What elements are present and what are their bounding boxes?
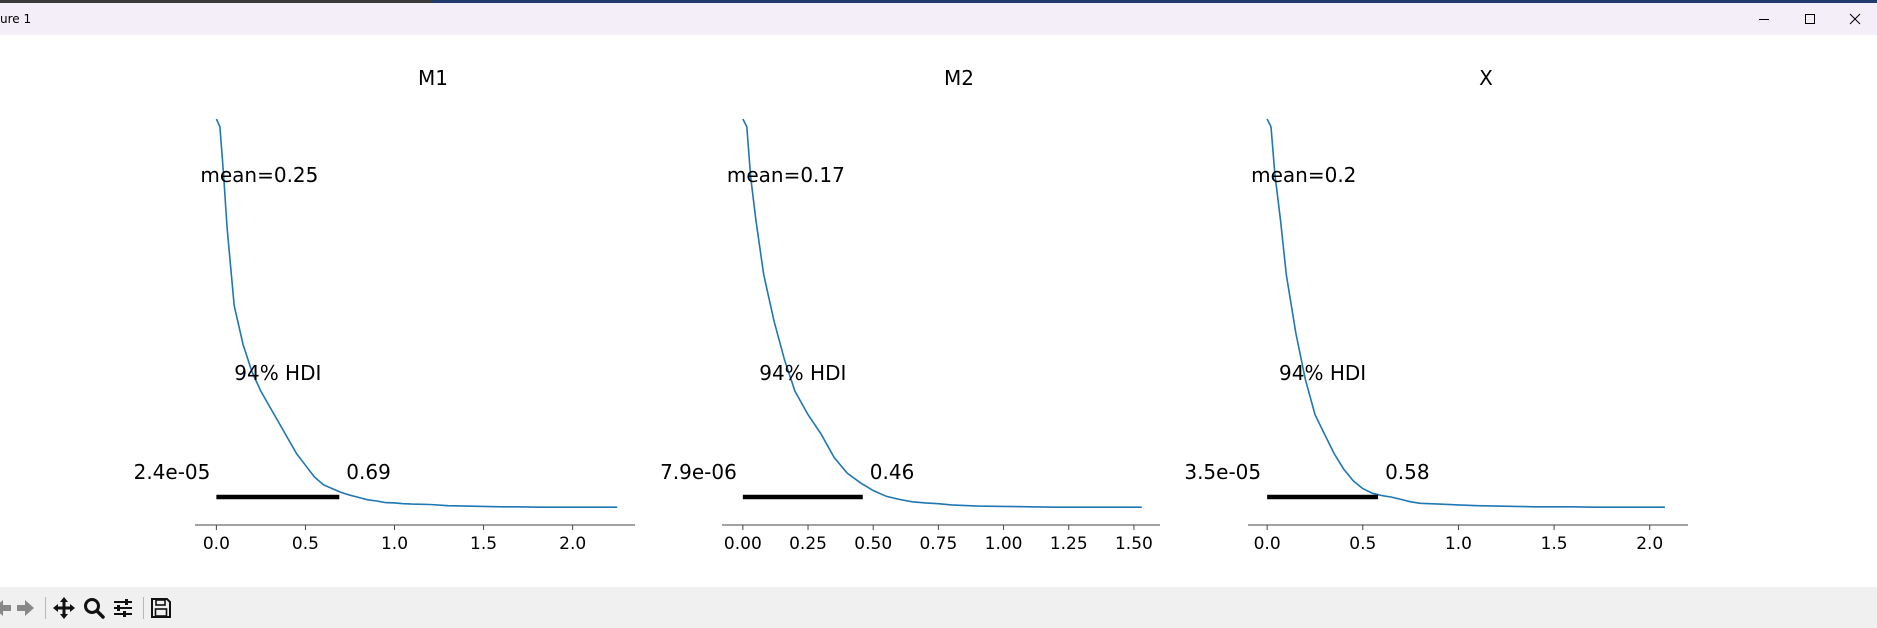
magnifier-icon: [84, 598, 105, 619]
hdi-high-label: 0.69: [346, 460, 391, 484]
x-tick-label: 0.50: [854, 534, 892, 554]
x-tick-label: 1.0: [1445, 534, 1472, 554]
x-tick-label: 0.75: [919, 534, 957, 554]
figure-canvas: M1 0.0 0.5 1.0 1.5 2.0 2.4e-05 0.69 94% HDI mean=…: [0, 35, 1877, 587]
density-line: [742, 118, 1142, 508]
subplot-m2: M2 0.00 0.25 0.50 0.75 1.00 1.25 1.50 7.9e-06 0.4…: [660, 66, 1160, 554]
maximize-button[interactable]: [1787, 3, 1833, 35]
hdi-label: 94% HDI: [759, 361, 846, 385]
x-tick-label: 1.0: [381, 534, 408, 554]
navigation-toolbar: [0, 587, 1877, 628]
subplot-m1: M1 0.0 0.5 1.0 1.5 2.0 2.4e-05 0.69 94% HDI mean=…: [134, 66, 635, 554]
x-tick-label: 1.25: [1050, 534, 1088, 554]
arrow-right-icon: [17, 600, 34, 616]
sliders-icon: [114, 599, 132, 617]
configure-button[interactable]: [109, 594, 137, 622]
subplot-title: M2: [944, 66, 974, 90]
hdi-high-label: 0.58: [1385, 460, 1430, 484]
floppy-disk-icon: [151, 598, 171, 618]
subplot-title: M1: [418, 66, 448, 90]
x-tick-label: 0.00: [724, 534, 762, 554]
x-tick-label: 0.0: [1254, 534, 1281, 554]
x-tick-label: 1.5: [1541, 534, 1568, 554]
back-button[interactable]: [0, 594, 16, 622]
close-button[interactable]: [1832, 3, 1877, 35]
x-tick-label: 1.50: [1115, 534, 1153, 554]
move-icon: [53, 597, 75, 619]
title-bar: ure 1: [0, 3, 1877, 35]
density-line: [1266, 118, 1665, 508]
hdi-low-label: 7.9e-06: [660, 460, 737, 484]
close-icon: [1849, 13, 1861, 25]
x-tick-label: 1.00: [985, 534, 1023, 554]
hdi-label: 94% HDI: [234, 361, 321, 385]
subplot-title: X: [1479, 66, 1493, 90]
mean-label: mean=0.2: [1251, 163, 1356, 187]
subplot-x: X 0.0 0.5 1.0 1.5 2.0 3.5e-05 0.58 94% HDI mean=0…: [1184, 66, 1688, 554]
x-tick-label: 0.25: [789, 534, 827, 554]
minimize-button[interactable]: [1741, 3, 1787, 35]
mean-label: mean=0.25: [200, 163, 318, 187]
x-tick-label: 0.0: [203, 534, 230, 554]
hdi-high-label: 0.46: [870, 460, 915, 484]
pan-button[interactable]: [50, 594, 78, 622]
forward-button[interactable]: [12, 594, 40, 622]
x-tick-label: 1.5: [470, 534, 497, 554]
zoom-button[interactable]: [80, 594, 108, 622]
x-tick-label: 0.5: [1349, 534, 1376, 554]
minimize-icon: [1759, 19, 1769, 20]
hdi-low-label: 2.4e-05: [134, 460, 211, 484]
toolbar-separator: [45, 597, 46, 619]
toolbar-separator: [143, 597, 144, 619]
density-line: [215, 118, 618, 508]
hdi-low-label: 3.5e-05: [1184, 460, 1261, 484]
maximize-icon: [1805, 14, 1815, 24]
save-button[interactable]: [147, 594, 175, 622]
window-title: ure 1: [0, 12, 32, 26]
x-tick-label: 2.0: [559, 534, 586, 554]
x-tick-label: 2.0: [1636, 534, 1663, 554]
hdi-label: 94% HDI: [1279, 361, 1366, 385]
mean-label: mean=0.17: [727, 163, 845, 187]
arrow-left-icon: [0, 600, 11, 616]
taskbar-strip: [0, 0, 1877, 3]
posterior-plots: M1 0.0 0.5 1.0 1.5 2.0 2.4e-05 0.69 94% HDI mean=…: [134, 66, 1688, 554]
x-tick-label: 0.5: [292, 534, 319, 554]
